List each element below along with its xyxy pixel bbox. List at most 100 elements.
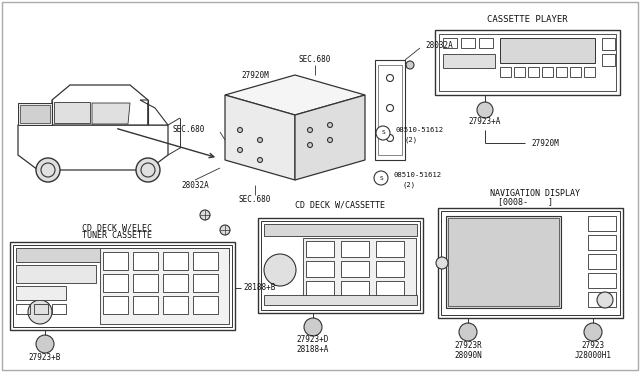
Text: 28032A: 28032A <box>181 180 209 189</box>
Circle shape <box>436 257 448 269</box>
Polygon shape <box>225 75 365 115</box>
Bar <box>341 241 369 257</box>
Bar <box>13 245 232 327</box>
Bar <box>303 238 416 303</box>
Bar <box>133 274 158 292</box>
Text: 27920M: 27920M <box>241 71 269 80</box>
Bar <box>441 211 620 315</box>
Bar <box>438 208 623 318</box>
Text: SEC.680: SEC.680 <box>239 196 271 205</box>
Text: [0008-    ]: [0008- ] <box>497 198 552 206</box>
Circle shape <box>406 61 414 69</box>
Circle shape <box>387 74 394 81</box>
Text: 08510-51612: 08510-51612 <box>393 172 441 178</box>
Bar <box>16 265 96 283</box>
Bar <box>435 30 620 95</box>
Bar <box>193 296 218 314</box>
Circle shape <box>387 135 394 141</box>
Bar <box>264 224 417 236</box>
Bar <box>443 54 495 68</box>
Bar <box>584 67 595 77</box>
Bar <box>103 252 128 270</box>
Circle shape <box>36 158 60 182</box>
Bar <box>588 216 616 231</box>
Bar <box>163 252 188 270</box>
Text: SEC.680: SEC.680 <box>173 125 205 135</box>
Bar <box>570 67 581 77</box>
Bar <box>306 261 334 277</box>
Text: NAVIGATION DISPLAY: NAVIGATION DISPLAY <box>490 189 580 199</box>
Bar <box>16 286 66 300</box>
Polygon shape <box>18 125 168 170</box>
Circle shape <box>237 128 243 132</box>
Bar <box>341 281 369 297</box>
Text: SEC.680: SEC.680 <box>299 55 331 64</box>
Bar <box>446 216 561 308</box>
Text: J28000H1: J28000H1 <box>575 350 611 359</box>
Circle shape <box>374 171 388 185</box>
Bar <box>193 274 218 292</box>
Circle shape <box>307 128 312 132</box>
Polygon shape <box>52 85 148 125</box>
Circle shape <box>220 225 230 235</box>
Circle shape <box>459 323 477 341</box>
Polygon shape <box>225 95 295 180</box>
Bar <box>258 218 423 313</box>
Bar <box>528 67 539 77</box>
Bar <box>100 248 229 324</box>
Bar <box>461 38 475 48</box>
Text: S: S <box>379 176 383 180</box>
Bar <box>306 241 334 257</box>
Text: 28188+A: 28188+A <box>297 346 329 355</box>
Circle shape <box>28 300 52 324</box>
Text: 28090N: 28090N <box>454 350 482 359</box>
Polygon shape <box>295 95 365 180</box>
Bar <box>103 296 128 314</box>
Circle shape <box>257 138 262 142</box>
Text: 27923+D: 27923+D <box>297 336 329 344</box>
Circle shape <box>36 335 54 353</box>
Bar <box>479 38 493 48</box>
Circle shape <box>264 254 296 286</box>
Polygon shape <box>20 105 50 123</box>
Polygon shape <box>92 103 130 124</box>
Bar <box>588 292 616 307</box>
Bar <box>306 281 334 297</box>
Text: (2): (2) <box>405 137 418 143</box>
Bar <box>376 261 404 277</box>
Text: 28188+B: 28188+B <box>243 282 275 292</box>
Bar <box>34 304 48 314</box>
Bar <box>588 254 616 269</box>
Text: 27923+B: 27923+B <box>29 353 61 362</box>
Text: 27923: 27923 <box>581 340 605 350</box>
Bar <box>133 252 158 270</box>
Circle shape <box>136 158 160 182</box>
Bar <box>163 274 188 292</box>
Bar <box>500 38 595 63</box>
Text: 28032A: 28032A <box>425 41 452 49</box>
Bar <box>514 67 525 77</box>
Text: 27923+A: 27923+A <box>469 118 501 126</box>
Text: CD DECK W/ELEC: CD DECK W/ELEC <box>82 224 152 232</box>
Text: (2): (2) <box>403 182 416 188</box>
Bar <box>16 304 30 314</box>
Text: CD DECK W/CASSETTE: CD DECK W/CASSETTE <box>295 201 385 209</box>
Bar <box>376 281 404 297</box>
Bar <box>133 296 158 314</box>
Circle shape <box>376 126 390 140</box>
Bar <box>52 304 66 314</box>
Circle shape <box>304 318 322 336</box>
Text: 27923R: 27923R <box>454 340 482 350</box>
Bar <box>448 218 559 306</box>
Bar <box>602 38 615 50</box>
Bar <box>443 38 457 48</box>
Text: CASSETTE PLAYER: CASSETTE PLAYER <box>486 16 567 25</box>
Bar <box>378 65 402 155</box>
Bar <box>500 67 511 77</box>
Bar <box>376 241 404 257</box>
Circle shape <box>237 148 243 153</box>
Circle shape <box>328 122 333 128</box>
Circle shape <box>307 142 312 148</box>
Text: TUNER CASSETTE: TUNER CASSETTE <box>82 231 152 241</box>
Circle shape <box>328 138 333 142</box>
